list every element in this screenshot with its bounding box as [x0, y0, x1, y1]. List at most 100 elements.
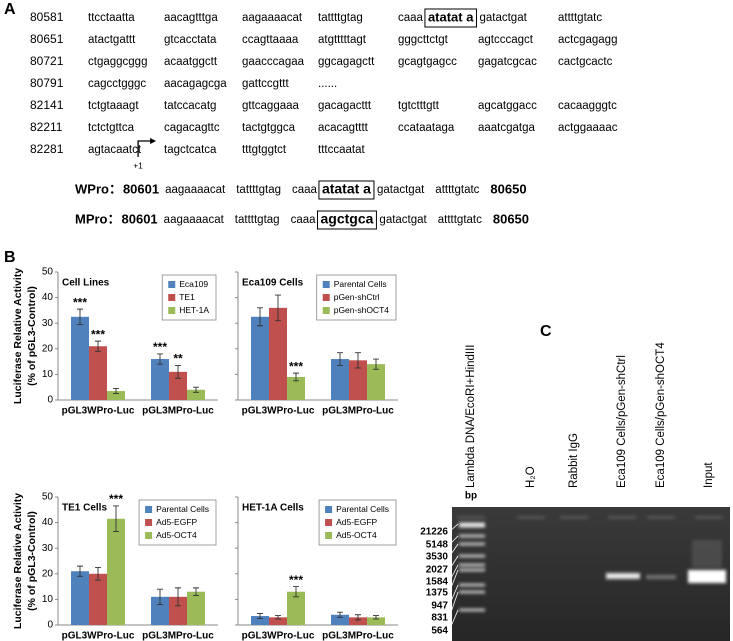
- bar: [251, 616, 269, 625]
- lane-label: Input: [703, 462, 715, 488]
- legend-label: Parental Cells: [336, 504, 389, 514]
- error-bar: [175, 587, 181, 607]
- sequence-block: atgtttttagt: [318, 34, 367, 46]
- sequence-block: tattttgtag: [318, 12, 363, 24]
- panel-label: B: [4, 249, 16, 266]
- marker-label: 5148: [426, 540, 449, 551]
- gel-well: [517, 516, 545, 519]
- sequence-block: ggcagagctt: [318, 56, 375, 68]
- y-tick-label: 30: [42, 543, 54, 554]
- promoter-name: WPro：: [75, 181, 122, 196]
- gel-well: [560, 516, 588, 519]
- site-boxed: agctgca: [321, 211, 374, 227]
- error-bar: [157, 353, 163, 365]
- chart-title: TE1 Cells: [62, 503, 107, 514]
- sequence-block: atactgattt: [88, 34, 136, 46]
- y-tick-label: 0: [47, 620, 53, 631]
- error-bar: [293, 372, 299, 382]
- y-tick-label: 40: [42, 292, 54, 303]
- error-bar: [337, 611, 343, 618]
- bar: [169, 596, 187, 625]
- y-axis-label: Luciferase Relative Activity: [12, 268, 24, 404]
- ladder-band: [459, 583, 485, 587]
- marker-leader: [448, 569, 459, 594]
- lane-label: Lambda DNA/EcoRI+HindIII: [465, 345, 477, 489]
- position-number: 80581: [30, 10, 64, 24]
- sequence-block: caaa: [398, 12, 424, 24]
- error-bar: [95, 566, 101, 581]
- x-tick-label: pGL3MPro-Luc: [142, 406, 214, 417]
- site-box: [424, 8, 477, 28]
- significance-label: ***: [289, 573, 303, 587]
- sequence-block: tattttgtag: [235, 214, 280, 226]
- sequence-block: tatccacatg: [164, 100, 216, 112]
- error-bar: [157, 588, 163, 605]
- error-bar: [175, 364, 181, 379]
- bar: [71, 316, 89, 400]
- panel-label: C: [540, 323, 552, 340]
- sequence-block: gaacccagaa: [242, 56, 305, 68]
- bar: [187, 389, 205, 400]
- ladder-band: [459, 522, 485, 528]
- sequence-block: tattttgtag: [236, 184, 281, 196]
- significance-label: ***: [73, 295, 87, 309]
- y-axis-label: Luciferase Relative Activity: [12, 493, 24, 629]
- sequence-block: tctctgttca: [88, 122, 135, 134]
- error-bar: [373, 358, 379, 370]
- legend-swatch: [145, 532, 153, 539]
- marker-label: 3530: [426, 552, 449, 563]
- bar: [89, 346, 107, 400]
- lane-label: Eca109 Cells/pGen-shCtrl: [616, 355, 628, 488]
- sequence-block: aacagtttga: [164, 12, 218, 24]
- marker-leader: [448, 564, 459, 583]
- bar: [169, 371, 187, 400]
- legend-label: Ad5-OCT4: [156, 530, 197, 540]
- x-tick-label: pGL3MPro-Luc: [322, 406, 394, 417]
- sequence-block: agtcccagct: [478, 34, 534, 46]
- legend-swatch: [168, 294, 176, 301]
- sequence-block: gtcacctata: [164, 34, 217, 46]
- sequence-block: agtacaatct: [88, 144, 142, 156]
- pcr-band: [688, 570, 726, 583]
- error-bar: [257, 307, 263, 327]
- sequence-block: aagaaaacat: [164, 214, 225, 226]
- legend-swatch: [322, 281, 330, 288]
- marker-leader: [448, 555, 459, 571]
- legend-swatch: [322, 294, 330, 301]
- y-tick-label: 50: [42, 267, 54, 278]
- sequence-block: tttgtggtct: [242, 144, 287, 156]
- sequence-block: ......: [318, 78, 337, 90]
- legend-swatch: [168, 307, 176, 314]
- chart-title: Eca109 Cells: [242, 278, 304, 289]
- gel-well: [695, 516, 723, 519]
- promoter-end: 80650: [493, 211, 529, 226]
- pcr-band: [606, 573, 640, 579]
- sequence-block: tctgtaaagt: [88, 100, 139, 112]
- error-bar: [113, 388, 119, 395]
- legend-label: Ad5-EGFP: [156, 517, 197, 527]
- legend-label: Ad5-EGFP: [336, 517, 377, 527]
- error-bar: [77, 308, 83, 325]
- legend-label: Eca109: [179, 279, 208, 289]
- x-tick-label: pGL3WPro-Luc: [62, 406, 135, 417]
- marker-label: 564: [431, 626, 448, 637]
- legend-label: Parental Cells: [156, 504, 209, 514]
- marker-leader: [448, 591, 459, 619]
- bar: [331, 359, 349, 400]
- sequence-block: tttccaatat: [318, 144, 365, 156]
- x-tick-label: pGL3WPro-Luc: [242, 406, 315, 417]
- error-bar: [77, 565, 83, 577]
- y-tick-label: 0: [47, 395, 53, 406]
- sequence-block: aagaaaacat: [242, 12, 303, 24]
- y-tick-label: 20: [42, 343, 54, 354]
- sequence-block: cagcctgggc: [88, 78, 146, 90]
- bar: [331, 614, 349, 625]
- error-bar: [337, 352, 343, 366]
- ladder-band: [459, 590, 485, 594]
- position-number: 82281: [30, 142, 64, 156]
- bar: [367, 617, 385, 625]
- bar: [71, 571, 89, 625]
- y-tick-label: 10: [42, 594, 54, 605]
- error-bar: [193, 386, 199, 393]
